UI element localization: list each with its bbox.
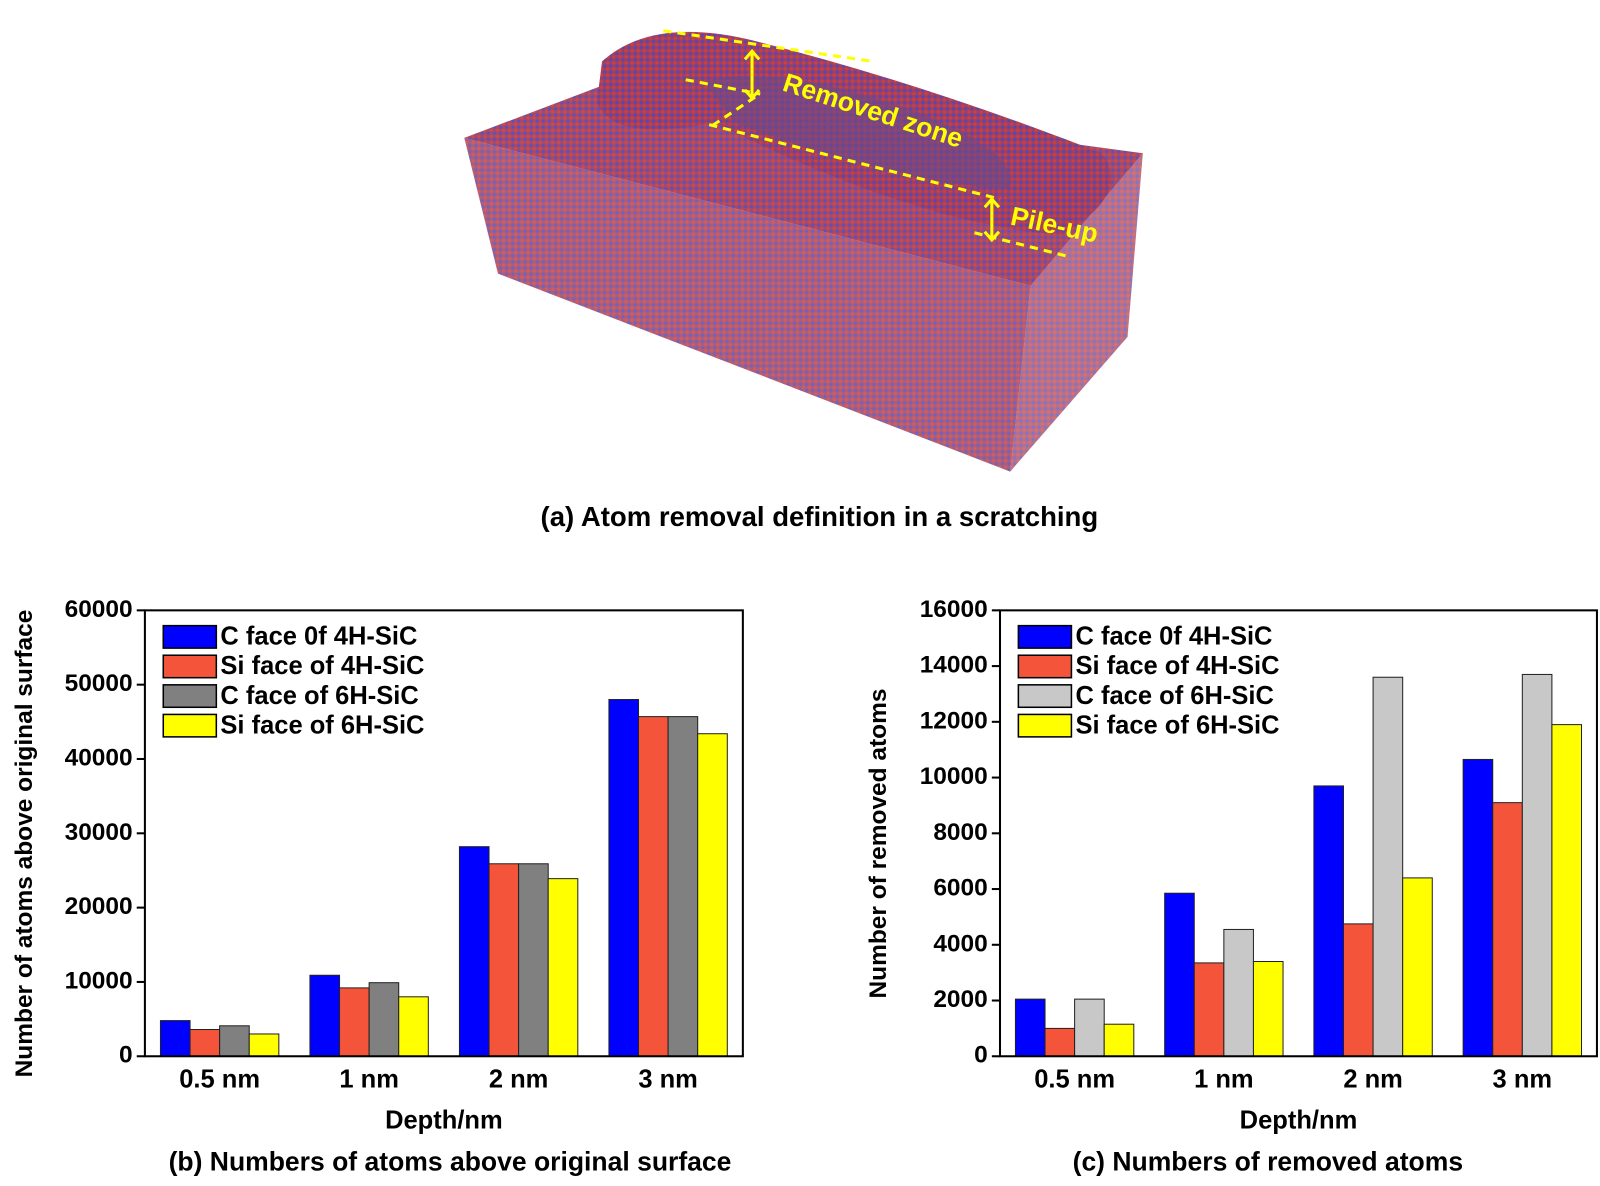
- legend-swatch: [1017, 713, 1073, 738]
- legend-label: C face 0f 4H-SiC: [220, 623, 417, 651]
- y-tick-label: 20000: [65, 893, 133, 920]
- x-tick-label: 2 nm: [489, 1065, 549, 1093]
- y-tick-label: 4000: [933, 930, 987, 957]
- x-axis-label: Depth/nm: [1240, 1106, 1358, 1134]
- legend-label: C face of 6H-SiC: [220, 682, 418, 710]
- bar: [458, 846, 490, 1057]
- y-tick-label: 0: [119, 1042, 133, 1069]
- legend-swatch: [162, 713, 218, 738]
- caption: (c) Numbers of removed atoms: [1073, 1146, 1463, 1176]
- bar: [1492, 802, 1523, 1057]
- caption: (b) Numbers of atoms above original surf…: [169, 1146, 732, 1176]
- y-axis-label: Number of atoms above original surface: [11, 610, 38, 1078]
- bar: [219, 1025, 250, 1057]
- legend-label: Si face of 4H-SiC: [220, 652, 424, 680]
- legend-swatch: [162, 624, 218, 649]
- y-tick-label: 2000: [933, 986, 987, 1013]
- panel-a-image: Removed zone Pile-up: [464, 29, 1143, 472]
- legend-swatch: [1017, 684, 1073, 709]
- x-tick-label: 1 nm: [339, 1065, 399, 1093]
- legend-swatch: [1017, 624, 1073, 649]
- y-tick-label: 50000: [65, 670, 133, 697]
- y-axis-label: Number of removed atoms: [865, 689, 892, 999]
- y-tick-label: 16000: [920, 596, 988, 623]
- bar: [1223, 928, 1254, 1057]
- x-tick-label: 2 nm: [1343, 1065, 1403, 1093]
- bar: [1462, 758, 1494, 1057]
- bar: [1372, 676, 1404, 1057]
- bar: [248, 1033, 280, 1057]
- bar: [1103, 1023, 1135, 1057]
- bar: [638, 716, 669, 1057]
- bar: [1252, 960, 1284, 1057]
- bar: [368, 982, 400, 1057]
- bar: [608, 699, 640, 1057]
- bar: [697, 733, 728, 1057]
- bar: [1521, 673, 1553, 1057]
- side-face: [1010, 153, 1143, 472]
- x-tick-label: 3 nm: [638, 1065, 698, 1093]
- bar: [518, 863, 549, 1057]
- x-tick-label: 0.5 nm: [179, 1065, 260, 1093]
- bar: [309, 974, 341, 1057]
- y-tick-label: 60000: [65, 596, 133, 623]
- legend-swatch: [162, 654, 218, 679]
- legend-swatch: [1017, 654, 1073, 679]
- legend-label: C face 0f 4H-SiC: [1076, 623, 1273, 651]
- bar: [339, 987, 370, 1057]
- bar: [1014, 998, 1046, 1057]
- x-axis-label: Depth/nm: [385, 1106, 503, 1134]
- bar: [547, 878, 579, 1057]
- legend-label: Si face of 4H-SiC: [1076, 652, 1280, 680]
- x-tick-label: 3 nm: [1493, 1065, 1553, 1093]
- y-tick-label: 8000: [933, 819, 987, 846]
- y-tick-label: 10000: [65, 967, 133, 994]
- legend-swatch: [162, 684, 218, 709]
- bar: [1342, 923, 1374, 1057]
- y-tick-label: 14000: [920, 652, 988, 679]
- y-tick-label: 10000: [920, 763, 988, 790]
- bar: [1044, 1027, 1076, 1057]
- bar: [159, 1020, 191, 1057]
- legend-label: Si face of 6H-SiC: [220, 711, 424, 739]
- front-face: [464, 137, 1031, 472]
- bar: [667, 716, 699, 1057]
- y-tick-label: 0: [974, 1042, 988, 1069]
- bar: [398, 996, 429, 1057]
- y-tick-label: 30000: [65, 819, 133, 846]
- bar: [189, 1029, 221, 1057]
- bar: [1402, 877, 1433, 1057]
- legend-label: C face of 6H-SiC: [1076, 682, 1274, 710]
- bar: [1164, 892, 1195, 1057]
- caption: (a) Atom removal definition in a scratch…: [541, 501, 1099, 532]
- y-tick-label: 6000: [933, 875, 987, 902]
- bar: [1074, 998, 1105, 1057]
- x-tick-label: 0.5 nm: [1034, 1065, 1115, 1093]
- legend-label: Si face of 6H-SiC: [1076, 711, 1280, 739]
- groove: [704, 75, 1012, 189]
- x-tick-label: 1 nm: [1194, 1065, 1254, 1093]
- bar: [488, 863, 520, 1057]
- arrows: [743, 48, 1001, 243]
- bar: [1193, 962, 1225, 1057]
- bar: [1551, 724, 1583, 1057]
- y-tick-label: 40000: [65, 744, 133, 771]
- y-tick-label: 12000: [920, 707, 988, 734]
- bar: [1313, 785, 1345, 1057]
